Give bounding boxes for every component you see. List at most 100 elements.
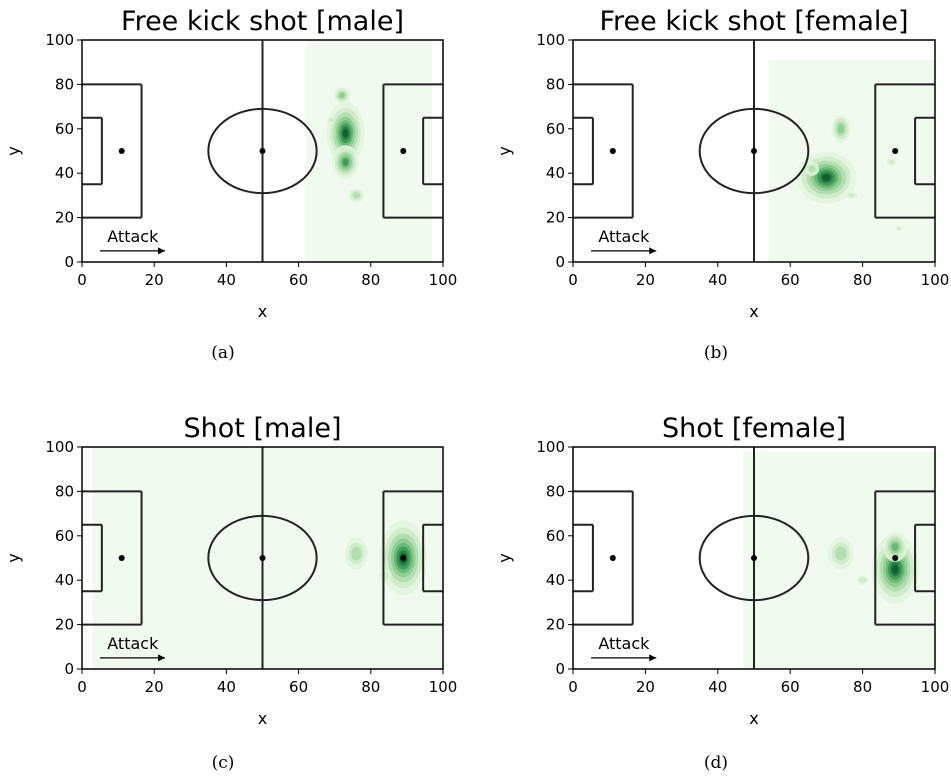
- y-tick-label: 40: [55, 164, 74, 182]
- right-penalty-spot: [892, 148, 899, 154]
- centre-spot: [259, 148, 266, 154]
- density-peak-1-level-4: [892, 543, 899, 551]
- density-peak-2-level-3: [339, 92, 345, 99]
- density-peak-2-level-2: [808, 165, 816, 172]
- x-tick-label: 80: [853, 271, 872, 289]
- right-penalty-spot: [892, 555, 899, 561]
- density-peak-4-level-1: [888, 159, 895, 165]
- y-tick-label: 60: [546, 120, 565, 138]
- y-tick-label: 20: [55, 209, 74, 227]
- chart-title: Free kick shot [male]: [121, 6, 404, 37]
- y-tick-label: 80: [55, 75, 74, 93]
- y-tick-label: 80: [55, 482, 74, 500]
- centre-spot: [751, 148, 757, 154]
- density-peak-0-level-7: [822, 174, 831, 182]
- x-tick-label: 40: [217, 271, 236, 289]
- y-tick-label: 40: [546, 164, 565, 182]
- chart-panel-c: Attack 0 20 40 60 80 100 0 20 40 60 80 100 x y Shot [ma…: [4, 413, 457, 773]
- x-tick-label: 60: [781, 271, 800, 289]
- x-tick-label: 80: [361, 271, 380, 289]
- chart-title: Free kick shot [female]: [599, 6, 908, 37]
- x-tick-label: 40: [708, 271, 727, 289]
- x-tick-label: 60: [289, 271, 308, 289]
- x-tick-label: 20: [636, 678, 655, 696]
- y-tick-label: 80: [546, 482, 565, 500]
- axes-frame: [81, 446, 444, 670]
- left-penalty-spot: [609, 555, 616, 561]
- y-tick-label: 100: [536, 31, 565, 49]
- density-layer: [827, 531, 919, 604]
- x-tick-label: 80: [361, 678, 380, 696]
- panel-caption: (c): [212, 753, 235, 773]
- centre-circle: [207, 514, 318, 602]
- density-peak-5-level-1: [896, 227, 901, 231]
- y-tick-label: 40: [546, 571, 565, 589]
- x-tick-label: 40: [708, 678, 727, 696]
- density-layer: [796, 114, 902, 232]
- density-background-region: [305, 40, 433, 262]
- density-peak-3-level-1: [858, 577, 867, 584]
- left-penalty-spot: [609, 148, 616, 154]
- chart-panel-a: Attack 0 20 40 60 80 100 0 20 40 60 80 100 x y Free kic…: [4, 6, 457, 363]
- attack-arrow-head: [649, 247, 657, 255]
- attack-label: Attack: [107, 634, 159, 653]
- density-peak-1-level-2: [351, 546, 362, 561]
- y-tick-label: 60: [546, 527, 565, 545]
- y-tick-label: 0: [555, 253, 565, 271]
- x-tick-label: 100: [921, 271, 950, 289]
- y-tick-label: 0: [555, 660, 565, 678]
- axes-frame: [572, 39, 936, 263]
- attack-arrow-head: [158, 654, 166, 662]
- x-tick-label: 20: [636, 271, 655, 289]
- chart-title: Shot [male]: [184, 413, 342, 444]
- right-penalty-spot: [400, 148, 407, 154]
- attack-label: Attack: [107, 227, 159, 246]
- panel-caption: (b): [704, 343, 728, 363]
- x-tick-label: 60: [289, 678, 308, 696]
- density-peak-1-level-3: [837, 124, 845, 134]
- pitch-markings: [82, 447, 443, 669]
- y-tick-label: 0: [64, 660, 74, 678]
- x-axis-label: x: [258, 709, 267, 728]
- chart-panel-b: Attack 0 20 40 60 80 100 0 20 40 60 80 100 x y Free kic…: [495, 6, 949, 363]
- axes-frame: [81, 39, 444, 263]
- y-tick-label: 100: [45, 438, 74, 456]
- left-penalty-spot: [118, 148, 125, 154]
- density-layer: [326, 87, 365, 203]
- centre-circle: [698, 514, 810, 602]
- x-tick-label: 0: [568, 678, 578, 696]
- x-axis-label: x: [749, 302, 758, 321]
- y-tick-label: 40: [55, 571, 74, 589]
- x-tick-label: 0: [77, 678, 87, 696]
- y-tick-label: 100: [45, 31, 74, 49]
- y-axis-label: y: [495, 146, 514, 155]
- attack-arrow-head: [649, 654, 657, 662]
- density-peak-2-level-2: [835, 546, 847, 561]
- y-tick-label: 0: [64, 253, 74, 271]
- x-tick-label: 0: [568, 271, 578, 289]
- centre-spot: [259, 555, 266, 561]
- x-tick-label: 20: [145, 271, 164, 289]
- density-peak-4-level-1: [328, 117, 334, 123]
- y-tick-label: 20: [546, 616, 565, 634]
- pitch-markings: [82, 40, 443, 262]
- y-tick-label: 100: [536, 438, 565, 456]
- y-tick-label: 80: [546, 75, 565, 93]
- centre-circle: [207, 107, 318, 195]
- centre-spot: [751, 555, 757, 561]
- attack-arrow-head: [158, 247, 166, 255]
- x-tick-label: 80: [853, 678, 872, 696]
- chart-panel-d: Attack 0 20 40 60 80 100 0 20 40 60 80 100 x y Shot [fe…: [495, 413, 949, 773]
- pitch-markings: [573, 40, 935, 262]
- x-axis-label: x: [749, 709, 758, 728]
- attack-label: Attack: [598, 634, 650, 653]
- chart-title: Shot [female]: [662, 413, 846, 444]
- density-peak-3-level-1: [847, 193, 856, 198]
- attack-label: Attack: [598, 227, 650, 246]
- x-tick-label: 40: [217, 678, 236, 696]
- x-tick-label: 20: [145, 678, 164, 696]
- density-peak-3-level-2: [352, 192, 360, 199]
- centre-circle: [698, 107, 810, 195]
- y-tick-label: 60: [55, 120, 74, 138]
